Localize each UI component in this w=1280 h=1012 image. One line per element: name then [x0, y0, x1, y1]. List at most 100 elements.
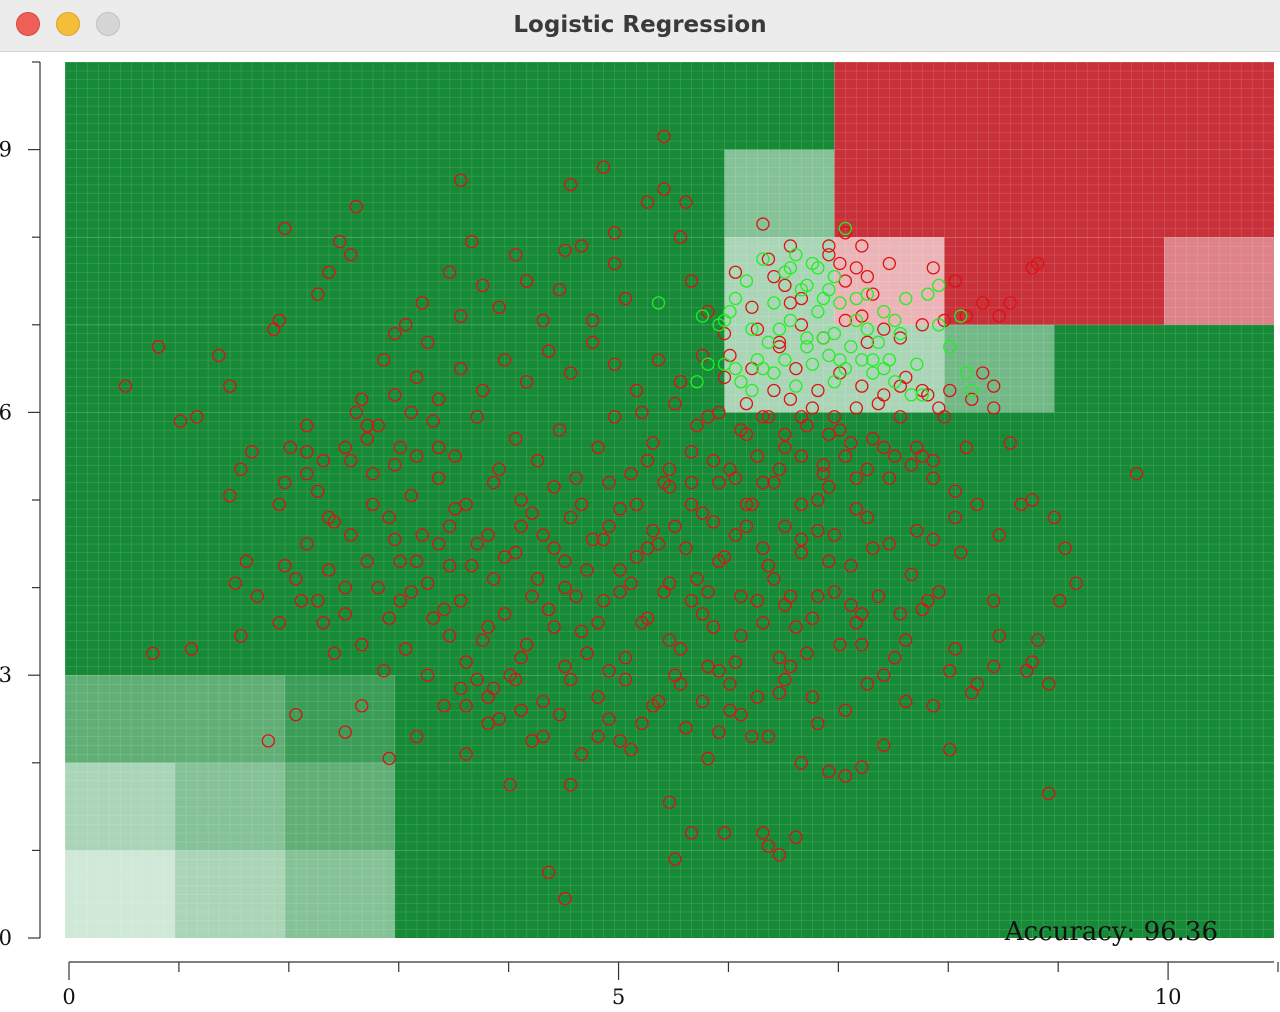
point-class0-67 [679, 195, 693, 209]
point-class0-368 [690, 418, 704, 433]
point-class1-41 [789, 248, 803, 262]
point-class0-39 [536, 313, 550, 328]
point-class0-116 [338, 607, 352, 621]
point-class1-32 [910, 357, 924, 371]
point-class0-466 [855, 637, 869, 652]
point-class0-115 [311, 594, 325, 608]
point-class0-183 [926, 699, 940, 713]
point-class0-317 [915, 602, 929, 617]
point-class0-70 [311, 484, 325, 498]
point-class0-169 [624, 743, 638, 757]
x-axis: 0 5 10 [62, 961, 1279, 1009]
point-class0-416 [915, 318, 929, 332]
point-class0-462 [470, 672, 484, 687]
point-class0-178 [794, 756, 809, 770]
point-class0-242 [651, 353, 666, 367]
point-class0-428 [849, 261, 863, 275]
point-class0-103 [882, 537, 896, 551]
point-class1-70 [833, 353, 847, 367]
point-class0-220 [816, 458, 831, 472]
point-class0-159 [410, 729, 424, 744]
point-class1-28 [877, 305, 891, 319]
point-class0-369 [712, 405, 726, 420]
point-class1-63 [789, 379, 803, 393]
point-class0-53 [728, 265, 743, 279]
point-class0-28 [388, 326, 402, 341]
point-class0-13 [272, 313, 286, 328]
point-class0-415 [893, 331, 907, 345]
point-class0-173 [701, 751, 715, 766]
point-class0-43 [585, 313, 600, 328]
point-class1-42 [778, 265, 792, 279]
point-class0-243 [673, 375, 688, 389]
point-class0-427 [860, 269, 874, 284]
point-class0-234 [476, 383, 490, 398]
point-class0-299 [497, 607, 512, 621]
point-class1-24 [855, 353, 869, 367]
point-class0-328 [723, 677, 737, 691]
point-class0-381 [662, 462, 677, 476]
point-class0-412 [838, 313, 853, 328]
point-class0-302 [569, 589, 583, 604]
point-class0-288 [822, 480, 836, 494]
point-class1-62 [761, 335, 776, 349]
point-class0-196 [1042, 786, 1056, 801]
y-tick-label-9: 9 [0, 138, 12, 162]
point-class0-129 [596, 594, 611, 608]
point-class0-122 [459, 655, 473, 669]
grid-overlay [65, 62, 1274, 938]
point-class0-455 [635, 716, 649, 731]
point-class1-7 [756, 252, 770, 266]
point-class0-143 [877, 668, 891, 682]
point-class0-46 [618, 291, 633, 306]
minimize-window-button[interactable] [56, 12, 80, 36]
point-class0-5 [223, 379, 237, 393]
point-class0-136 [734, 629, 748, 643]
point-class1-22 [844, 340, 858, 354]
point-class0-104 [904, 567, 918, 582]
point-class0-240 [607, 357, 622, 371]
point-class0-7 [245, 445, 259, 459]
point-class0-448 [228, 576, 243, 590]
point-class0-47 [640, 195, 655, 209]
point-class0-356 [393, 594, 407, 608]
maximize-window-button[interactable] [96, 12, 120, 36]
point-class0-190 [772, 848, 787, 862]
point-class0-89 [646, 524, 660, 538]
point-class0-193 [838, 769, 853, 783]
point-class0-127 [558, 659, 572, 674]
point-class0-303 [591, 615, 605, 630]
point-class0-172 [679, 721, 693, 735]
point-class0-239 [585, 335, 600, 349]
point-class0-434 [783, 296, 798, 310]
close-window-button[interactable] [16, 12, 40, 36]
point-class0-463 [602, 664, 616, 678]
point-class0-376 [866, 432, 880, 446]
point-class1-59 [712, 318, 726, 332]
point-class0-83 [547, 541, 561, 555]
point-class0-349 [811, 524, 825, 538]
point-class0-92 [695, 506, 710, 520]
point-class0-444 [283, 440, 297, 455]
point-class1-66 [723, 305, 737, 319]
point-class0-182 [877, 738, 891, 752]
point-class0-273 [404, 488, 418, 503]
point-class0-314 [849, 615, 863, 630]
point-class0-460 [492, 712, 506, 726]
point-class0-163 [503, 778, 517, 792]
y-tick-label-6: 6 [0, 400, 12, 424]
point-class0-294 [382, 611, 396, 625]
point-class0-241 [629, 383, 644, 398]
point-class1-37 [959, 366, 973, 380]
point-class1-8 [767, 296, 781, 310]
point-class0-401 [877, 388, 891, 402]
point-class0-167 [574, 747, 589, 761]
point-class0-351 [910, 524, 924, 538]
point-class0-35 [476, 278, 490, 293]
point-class1-36 [954, 309, 968, 323]
point-class0-335 [668, 668, 682, 682]
point-class0-95 [745, 497, 759, 512]
point-class0-339 [888, 651, 902, 665]
point-class0-275 [459, 497, 473, 512]
point-class0-31 [421, 335, 435, 349]
